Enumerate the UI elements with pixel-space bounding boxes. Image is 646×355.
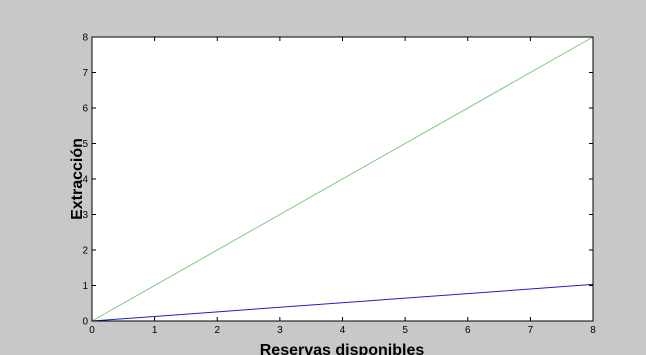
x-tick-label: 1 — [152, 325, 158, 336]
series-layer — [91, 36, 594, 322]
y-tick-label: 4 — [82, 175, 88, 186]
x-tick-label: 2 — [214, 325, 220, 336]
y-axis-label: Extracción — [69, 138, 86, 220]
y-tick-label: 6 — [82, 104, 88, 115]
x-tick-label: 7 — [528, 325, 534, 336]
y-tick-label: 0 — [82, 317, 88, 328]
x-tick-label: 5 — [402, 325, 408, 336]
y-tick-label: 7 — [82, 68, 88, 79]
x-tick-label: 0 — [89, 325, 95, 336]
y-tick-label: 2 — [82, 246, 88, 257]
series-line-1 — [91, 36, 594, 322]
x-tick-label: 8 — [590, 325, 596, 336]
x-axis-label: Reservas disponibles — [260, 342, 425, 355]
ticks-layer — [91, 36, 594, 322]
y-tick-label: 1 — [82, 281, 88, 292]
x-tick-label: 4 — [340, 325, 346, 336]
x-tick-label: 6 — [465, 325, 471, 336]
x-tick-label: 3 — [277, 325, 283, 336]
labels-layer: 0 1 2 3 4 5 6 7 8 0 1 2 3 4 5 6 7 8 — [82, 33, 596, 337]
y-tick-label: 8 — [82, 33, 88, 44]
y-tick-label: 3 — [82, 210, 88, 221]
series-line-2 — [91, 283, 594, 322]
y-tick-label: 5 — [82, 139, 88, 150]
